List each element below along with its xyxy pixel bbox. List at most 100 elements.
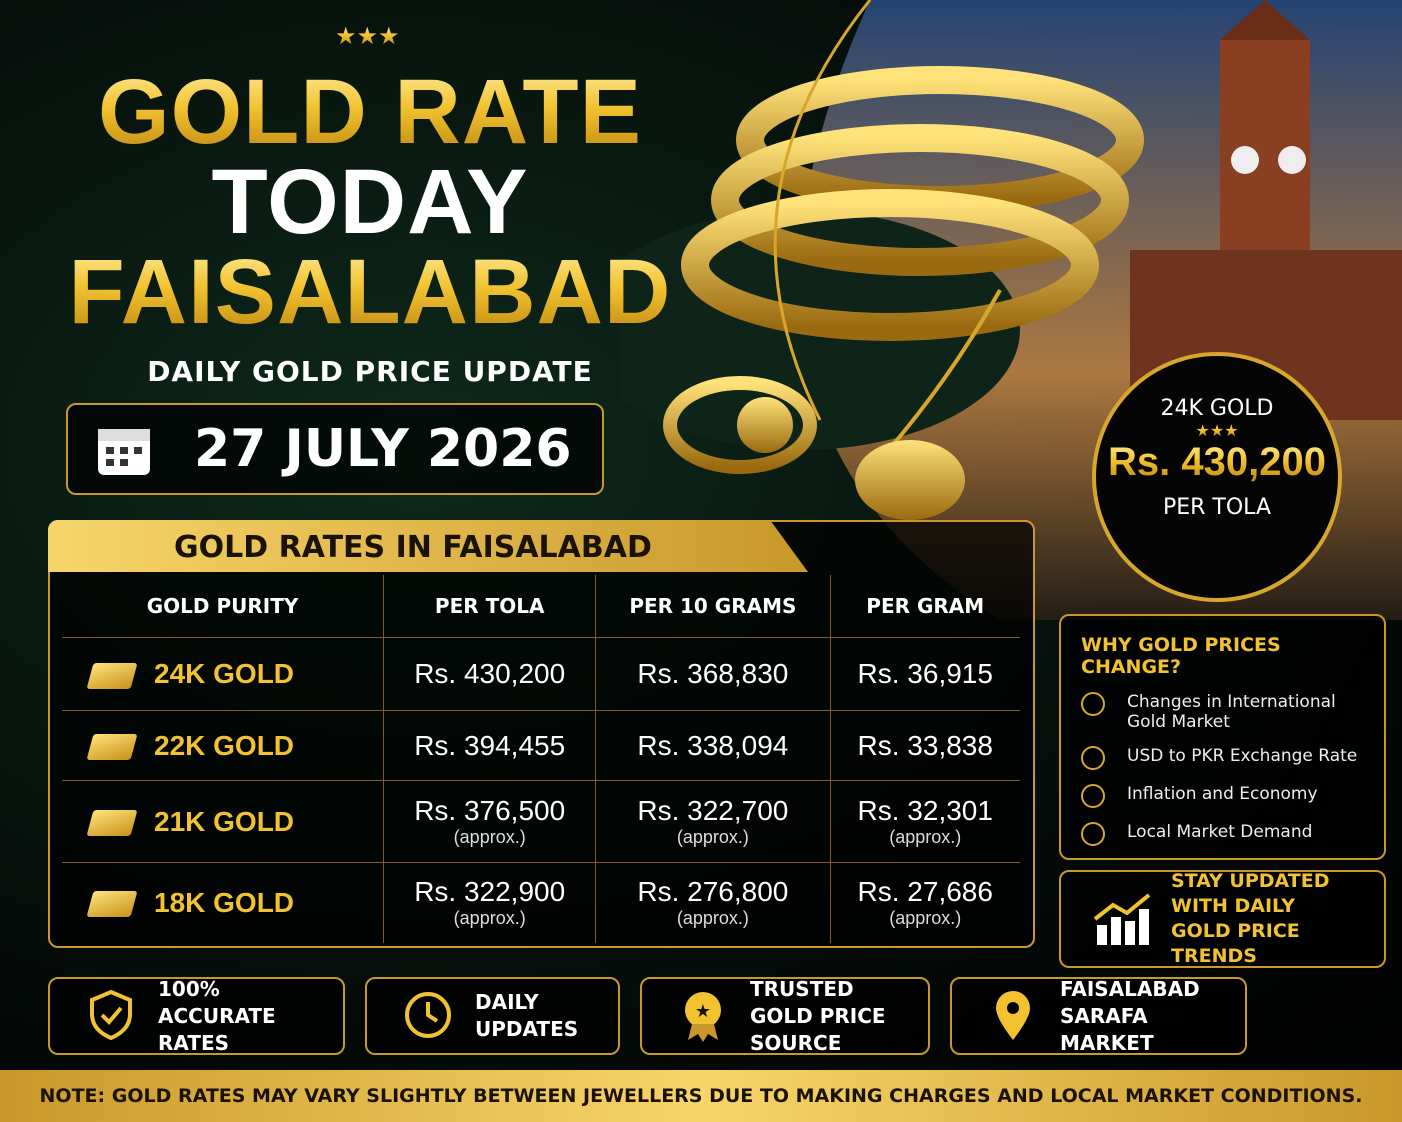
price-cell: Rs. 33,838 bbox=[829, 710, 1020, 781]
price: Rs. 32,301 bbox=[857, 795, 993, 826]
factor-icon bbox=[1081, 784, 1105, 808]
factor-icon bbox=[1081, 746, 1105, 770]
price: Rs. 430,200 bbox=[414, 658, 566, 689]
price-note: (approx.) bbox=[453, 827, 526, 847]
price: Rs. 322,900 bbox=[414, 876, 566, 908]
feature-box: DAILY UPDATES bbox=[365, 977, 620, 1055]
cta-text: STAY UPDATED WITH DAILY GOLD PRICE TREND… bbox=[1171, 870, 1330, 967]
note: NOTE: GOLD RATES MAY VARY SLIGHTLY BETWE… bbox=[39, 1085, 1363, 1107]
price: Rs. 322,700 bbox=[637, 795, 789, 826]
factor-icon bbox=[1081, 822, 1105, 846]
gold-bar-icon bbox=[86, 662, 138, 689]
price-note: (approx.) bbox=[889, 908, 962, 929]
factor-item: Inflation and Economy bbox=[1081, 784, 1364, 808]
gold-bar-icon bbox=[86, 810, 138, 837]
subtitle: DAILY GOLD PRICE UPDATE bbox=[147, 355, 593, 388]
price: Rs. 27,686 bbox=[857, 876, 993, 908]
column-header: GOLD PURITY bbox=[62, 575, 384, 638]
price: Rs. 276,800 bbox=[637, 876, 789, 908]
factors-title: WHY GOLD PRICES CHANGE? bbox=[1081, 634, 1281, 678]
price-cell: Rs. 322,900 (approx.) bbox=[383, 862, 596, 943]
price: Rs. 33,838 bbox=[857, 729, 993, 761]
price-cell: Rs. 36,915 bbox=[829, 637, 1020, 711]
price-cell: Rs. 430,200 bbox=[383, 637, 596, 711]
price-cell: Rs. 32,301 (approx.) bbox=[829, 780, 1020, 863]
rates-title-bar: GOLD RATES IN FAISALABAD bbox=[48, 520, 808, 572]
purity: 22K GOLD bbox=[154, 729, 295, 761]
price: Rs. 394,455 bbox=[414, 729, 566, 761]
date-box: 27 JULY 2026 bbox=[66, 403, 604, 495]
price-cell: Rs. 338,094 bbox=[595, 710, 830, 781]
date: 27 JULY 2026 bbox=[194, 419, 572, 479]
note-bar: NOTE: GOLD RATES MAY VARY SLIGHTLY BETWE… bbox=[0, 1070, 1402, 1122]
price-note: (approx.) bbox=[676, 827, 749, 847]
factor-text: Changes in International Gold Market bbox=[1127, 692, 1336, 732]
column-header: PER 10 GRAMS bbox=[595, 575, 830, 638]
rate-row: 24K GOLD Rs. 430,200 Rs. 368,830 Rs. 36,915 bbox=[62, 637, 1020, 711]
factor-icon bbox=[1081, 692, 1105, 716]
purity: 18K GOLD bbox=[154, 886, 295, 918]
title-line: GOLD RATE bbox=[40, 60, 700, 165]
feature-box: 100% ACCURATE RATES bbox=[48, 977, 345, 1055]
price-cell: Rs. 376,500 (approx.) bbox=[383, 780, 596, 863]
factors-box: WHY GOLD PRICES CHANGE? Changes in Inter… bbox=[1059, 614, 1386, 860]
factor-item: Local Market Demand bbox=[1081, 822, 1364, 846]
rates-table: GOLD PURITY PER TOLA PER 10 GRAMS PER GRAM 2… bbox=[62, 575, 1020, 943]
price: Rs. 376,500 bbox=[414, 795, 566, 826]
purity-cell: 18K GOLD bbox=[62, 862, 384, 943]
purity-cell: 22K GOLD bbox=[62, 710, 384, 781]
price: Rs. 368,830 bbox=[637, 658, 789, 689]
badge-unit: PER TOLA bbox=[1162, 495, 1271, 520]
trend-icon bbox=[1093, 893, 1151, 945]
price-badge: 24K GOLD ★★★ Rs. 430,200 PER TOLA bbox=[1092, 352, 1342, 602]
price-cell: Rs. 27,686 (approx.) bbox=[829, 862, 1020, 943]
badge-label: 24K GOLD bbox=[1160, 396, 1274, 421]
price-cell: Rs. 394,455 bbox=[383, 710, 596, 781]
feature-box: ★ TRUSTED GOLD PRICE SOURCE bbox=[640, 977, 930, 1055]
calendar-icon bbox=[98, 429, 150, 475]
rate-row: 21K GOLD Rs. 376,500 (approx.) Rs. 322,700(… bbox=[62, 780, 1020, 863]
purity-cell: 24K GOLD bbox=[62, 637, 384, 711]
feature-box: FAISALABAD SARAFA MARKET bbox=[950, 977, 1247, 1055]
gold-bar-icon bbox=[86, 891, 138, 918]
column-header: PER GRAM bbox=[829, 575, 1020, 638]
feature-text: FAISALABAD SARAFA MARKET bbox=[1060, 976, 1200, 1055]
price: Rs. 338,094 bbox=[637, 729, 789, 761]
factors-list: Changes in International Gold Market USD … bbox=[1081, 692, 1364, 846]
title-line: TODAY bbox=[211, 151, 529, 253]
factor-text: USD to PKR Exchange Rate bbox=[1127, 746, 1358, 766]
price-note: (approx.) bbox=[676, 908, 749, 929]
cta-box: STAY UPDATED WITH DAILY GOLD PRICE TREND… bbox=[1059, 870, 1386, 968]
rate-row: 22K GOLD Rs. 394,455 Rs. 338,094 Rs. 33,838 bbox=[62, 710, 1020, 781]
feature-icon bbox=[90, 989, 132, 1041]
feature-text: 100% ACCURATE RATES bbox=[158, 976, 276, 1055]
feature-icon bbox=[405, 992, 451, 1038]
price-note: (approx.) bbox=[889, 827, 962, 847]
feature-icon: ★ bbox=[685, 992, 721, 1042]
feature-text: DAILY UPDATES bbox=[475, 990, 579, 1041]
stars: ★★★ bbox=[335, 22, 400, 50]
header-row: GOLD PURITY PER TOLA PER 10 GRAMS PER GRAM bbox=[62, 575, 1020, 638]
factor-text: Local Market Demand bbox=[1127, 822, 1313, 842]
price-cell: Rs. 276,800 (approx.) bbox=[595, 862, 830, 943]
price: Rs. 36,915 bbox=[857, 658, 993, 689]
price-note: (approx.) bbox=[453, 908, 526, 929]
feature-icon bbox=[996, 991, 1030, 1040]
feature-text: TRUSTED GOLD PRICE SOURCE bbox=[750, 976, 886, 1055]
rate-row: 18K GOLD Rs. 322,900 (approx.) Rs. 276,800(… bbox=[62, 862, 1020, 943]
purity-cell: 21K GOLD bbox=[62, 780, 384, 863]
badge-price: Rs. 430,200 bbox=[1096, 440, 1338, 485]
column-header: PER TOLA bbox=[383, 575, 596, 638]
hero-image bbox=[620, 0, 1402, 620]
price-cell: Rs. 322,700 (approx.) bbox=[595, 780, 830, 863]
factor-item: USD to PKR Exchange Rate bbox=[1081, 746, 1364, 770]
purity: 21K GOLD bbox=[154, 805, 295, 837]
title-line: FAISALABAD bbox=[40, 240, 700, 345]
svg-text:★: ★ bbox=[695, 1001, 711, 1022]
factor-text: Inflation and Economy bbox=[1127, 784, 1318, 804]
price-cell: Rs. 368,830 bbox=[595, 637, 830, 711]
gold-bar-icon bbox=[86, 734, 138, 761]
rates-title: GOLD RATES IN FAISALABAD bbox=[174, 530, 652, 565]
factor-item: Changes in International Gold Market bbox=[1081, 692, 1364, 732]
